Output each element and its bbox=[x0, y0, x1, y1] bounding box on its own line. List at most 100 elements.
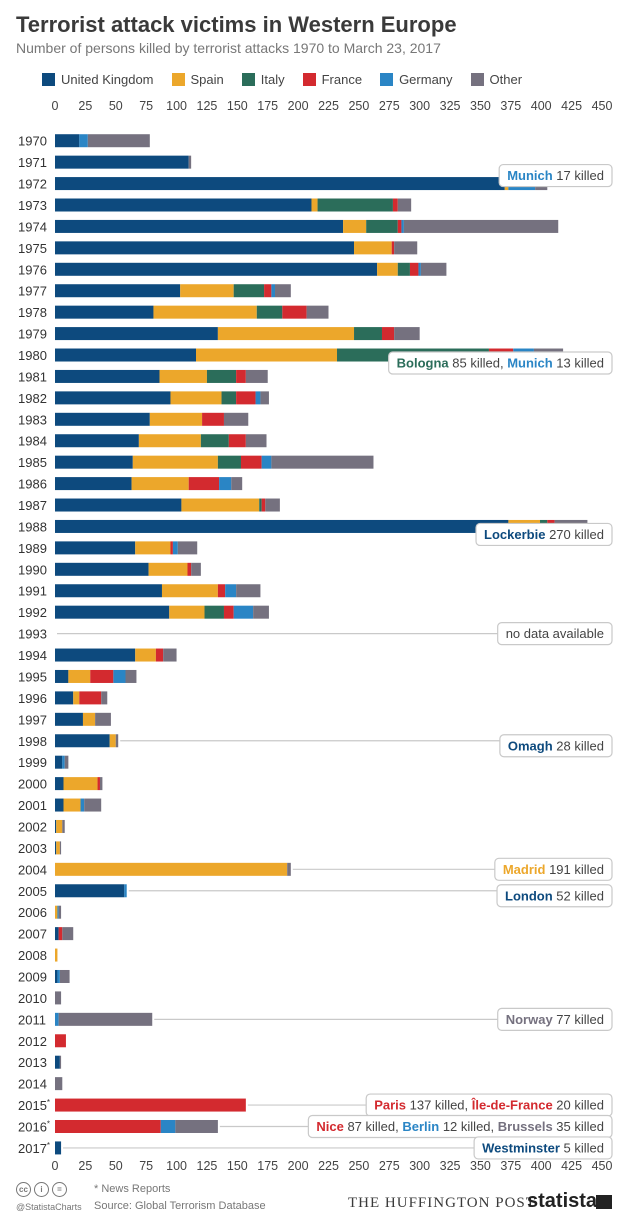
x-tick-label-bottom: 75 bbox=[139, 1159, 153, 1173]
bar-segment-other-2000 bbox=[99, 777, 103, 791]
year-label: 2016* bbox=[18, 1119, 50, 1134]
bar-segment-france-1979 bbox=[381, 327, 395, 341]
bar-segment-france-1992 bbox=[223, 605, 234, 619]
bar-segment-spain-1991 bbox=[161, 584, 218, 598]
bar-segment-united-kingdom-1994 bbox=[55, 648, 136, 662]
bar-segment-other-1979 bbox=[394, 327, 420, 341]
x-tick-label-bottom: 225 bbox=[318, 1159, 339, 1173]
bar-segment-other-1990 bbox=[191, 562, 201, 576]
x-tick-label-bottom: 375 bbox=[500, 1159, 521, 1173]
bar-segment-spain-1990 bbox=[148, 562, 188, 576]
bar-segment-spain-2003 bbox=[56, 841, 60, 855]
bar-segment-italy-1976 bbox=[397, 262, 410, 276]
x-tick-label-bottom: 0 bbox=[52, 1159, 59, 1173]
bar-segment-italy-1981 bbox=[206, 369, 237, 383]
year-label: 1991 bbox=[18, 584, 47, 599]
year-label: 1999 bbox=[18, 755, 47, 770]
bar-segment-other-2010 bbox=[55, 991, 62, 1005]
year-label: 1997 bbox=[18, 712, 47, 727]
bar-segment-italy-1984 bbox=[200, 434, 229, 448]
annotation-box-2016 bbox=[307, 1114, 613, 1139]
bar-segment-other-2009 bbox=[59, 969, 70, 983]
bar-segment-spain-1996 bbox=[73, 691, 80, 705]
bar-segment-spain-2006 bbox=[55, 905, 58, 919]
bar-segment-germany-1982 bbox=[255, 391, 261, 405]
chart-title: Terrorist attack victims in Western Euro… bbox=[16, 12, 457, 37]
bar-segment-united-kingdom-1975 bbox=[55, 241, 355, 255]
bar-segment-italy-1982 bbox=[221, 391, 237, 405]
year-label: 2004 bbox=[18, 862, 47, 877]
bar-segment-germany-2005 bbox=[124, 884, 127, 898]
x-tick-label-bottom: 400 bbox=[531, 1159, 552, 1173]
year-label: 1984 bbox=[18, 434, 47, 449]
bar-segment-united-kingdom-2007 bbox=[55, 927, 59, 941]
year-label: 1994 bbox=[18, 648, 47, 663]
x-tick-label-bottom: 175 bbox=[257, 1159, 278, 1173]
year-label: 1974 bbox=[18, 219, 47, 234]
bar-segment-spain-1997 bbox=[82, 712, 96, 726]
year-label: 1983 bbox=[18, 412, 47, 427]
annotation-box-1998 bbox=[499, 734, 613, 758]
bar-segment-united-kingdom-2009 bbox=[55, 969, 58, 983]
bar-segment-united-kingdom-1983 bbox=[55, 412, 150, 426]
year-label: 1976 bbox=[18, 262, 47, 277]
bar-segment-united-kingdom-1971 bbox=[55, 155, 189, 169]
chart-subtitle: Number of persons killed by terrorist at… bbox=[16, 40, 441, 56]
bar-segment-other-1976 bbox=[420, 262, 447, 276]
year-label: 1980 bbox=[18, 348, 47, 363]
x-tick-label-top: 275 bbox=[379, 99, 400, 113]
bar-segment-france-2000 bbox=[97, 777, 100, 791]
x-tick-label-bottom: 200 bbox=[288, 1159, 309, 1173]
source-note: Source: Global Terrorism Database bbox=[94, 1200, 266, 1212]
bar-segment-other-1981 bbox=[245, 369, 268, 383]
annotation-box-2017 bbox=[473, 1136, 613, 1160]
year-label: 2015* bbox=[18, 1098, 50, 1113]
bar-segment-united-kingdom-1981 bbox=[55, 369, 160, 383]
bar-segment-italy-1985 bbox=[217, 455, 241, 469]
bar-segment-other-1971 bbox=[188, 155, 192, 169]
year-label: 2006 bbox=[18, 905, 47, 920]
attribution-icon: i bbox=[34, 1182, 49, 1197]
legend-swatch-italy bbox=[241, 73, 255, 86]
year-label: 1988 bbox=[18, 519, 47, 534]
bar-segment-germany-2009 bbox=[57, 969, 60, 983]
bar-segment-spain-1994 bbox=[135, 648, 156, 662]
year-label: 2002 bbox=[18, 819, 47, 834]
bar-segment-united-kingdom-1988 bbox=[55, 519, 509, 533]
year-label: 1977 bbox=[18, 284, 47, 299]
bar-segment-united-kingdom-1990 bbox=[55, 562, 149, 576]
legend-item-italy: Italy bbox=[241, 72, 285, 87]
bar-segment-united-kingdom-2000 bbox=[55, 777, 64, 791]
x-tick-label-top: 350 bbox=[470, 99, 491, 113]
annotation-box-1993 bbox=[497, 622, 613, 646]
bar-segment-united-kingdom-1998 bbox=[55, 734, 110, 748]
bar-segment-france-1977 bbox=[264, 284, 272, 298]
x-tick-label-top: 300 bbox=[409, 99, 430, 113]
bar-segment-united-kingdom-2002 bbox=[55, 819, 57, 833]
x-tick-label-bottom: 350 bbox=[470, 1159, 491, 1173]
annotation-text: Bologna 85 killed, Munich 13 killed bbox=[397, 356, 604, 371]
bar-segment-france-1978 bbox=[282, 305, 307, 319]
x-tick-label-bottom: 125 bbox=[197, 1159, 218, 1173]
bar-segment-france-1976 bbox=[409, 262, 419, 276]
bar-segment-united-kingdom-1979 bbox=[55, 327, 218, 341]
x-tick-label-top: 250 bbox=[348, 99, 369, 113]
year-label: 1990 bbox=[18, 562, 47, 577]
bar-segment-united-kingdom-1974 bbox=[55, 219, 344, 233]
legend-item-united-kingdom: United Kingdom bbox=[42, 72, 154, 87]
year-label: 1993 bbox=[18, 627, 47, 642]
x-tick-label-bottom: 150 bbox=[227, 1159, 248, 1173]
bar-segment-other-2004 bbox=[287, 862, 291, 876]
no-derivatives-icon: = bbox=[52, 1182, 67, 1197]
annotation-text: Madrid 191 killed bbox=[503, 862, 604, 877]
bar-segment-united-kingdom-1982 bbox=[55, 391, 171, 405]
bar-segment-other-2013 bbox=[59, 1055, 62, 1069]
bar-segment-other-1974 bbox=[403, 219, 559, 233]
creative-commons-icon: cc bbox=[16, 1182, 31, 1197]
bar-segment-france-1985 bbox=[240, 455, 262, 469]
bar-segment-united-kingdom-1978 bbox=[55, 305, 154, 319]
bar-segment-france-1983 bbox=[202, 412, 224, 426]
bar-segment-united-kingdom-1985 bbox=[55, 455, 133, 469]
bar-segment-italy-1992 bbox=[204, 605, 224, 619]
